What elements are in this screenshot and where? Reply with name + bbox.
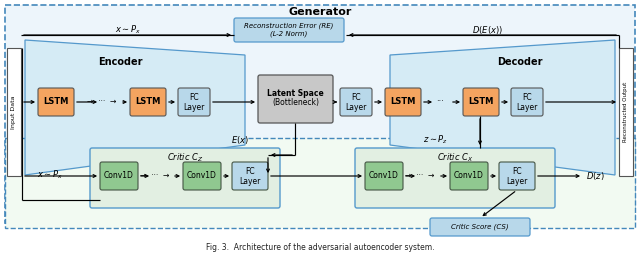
Bar [619,48,633,176]
Bar [5,138,635,228]
Text: $x \sim P_x$: $x \sim P_x$ [115,24,141,36]
FancyBboxPatch shape [90,148,280,208]
Bar [7,48,21,176]
Text: FC: FC [522,93,532,103]
Text: $D(z)$: $D(z)$ [586,170,604,182]
Text: Reconstructed Output: Reconstructed Output [623,82,628,142]
Text: Decoder: Decoder [497,57,543,67]
FancyBboxPatch shape [100,162,138,190]
Text: Encoder: Encoder [98,57,142,67]
Text: FC: FC [189,93,199,103]
Text: →  ···  →: → ··· → [87,98,116,106]
FancyBboxPatch shape [234,18,344,42]
Text: Layer: Layer [183,103,205,112]
Text: Critic $C_Z$: Critic $C_Z$ [167,152,204,164]
FancyBboxPatch shape [355,148,555,208]
Text: (L-2 Norm): (L-2 Norm) [270,31,308,37]
Text: $x \sim P_x$: $x \sim P_x$ [37,169,63,181]
FancyBboxPatch shape [340,88,372,116]
Text: $D(E(x))$: $D(E(x))$ [472,24,504,36]
FancyBboxPatch shape [365,162,403,190]
Text: →  ···  →: → ··· → [140,171,170,181]
Text: Critic Score (CS): Critic Score (CS) [451,224,509,230]
Text: Conv1D: Conv1D [369,171,399,181]
Text: Input Data: Input Data [12,95,17,129]
Text: LSTM: LSTM [390,98,416,106]
Text: →  ···  →: → ··· → [405,171,435,181]
Text: Layer: Layer [506,177,528,185]
Text: $E(x)$: $E(x)$ [231,134,249,146]
FancyBboxPatch shape [450,162,488,190]
Text: Layer: Layer [516,103,538,112]
Text: Conv1D: Conv1D [187,171,217,181]
Text: Critic $C_X$: Critic $C_X$ [436,152,473,164]
Text: Reconstruction Error (RE): Reconstruction Error (RE) [244,23,333,29]
Text: Fig. 3.  Architecture of the adversarial autoencoder system.: Fig. 3. Architecture of the adversarial … [205,243,435,251]
Text: LSTM: LSTM [44,98,68,106]
Text: Layer: Layer [346,103,367,112]
Text: $z \sim P_z$: $z \sim P_z$ [422,134,447,146]
Polygon shape [25,40,245,175]
FancyBboxPatch shape [463,88,499,116]
FancyBboxPatch shape [430,218,530,236]
FancyBboxPatch shape [232,162,268,190]
Text: FC: FC [512,167,522,177]
FancyBboxPatch shape [385,88,421,116]
Bar [5,5,635,223]
Text: (Bottleneck): (Bottleneck) [272,99,319,107]
FancyBboxPatch shape [38,88,74,116]
Text: LSTM: LSTM [468,98,493,106]
Text: Layer: Layer [239,177,260,185]
Text: FC: FC [351,93,361,103]
FancyBboxPatch shape [178,88,210,116]
Text: Conv1D: Conv1D [104,171,134,181]
FancyBboxPatch shape [499,162,535,190]
Text: Conv1D: Conv1D [454,171,484,181]
FancyBboxPatch shape [258,75,333,123]
Text: LSTM: LSTM [135,98,161,106]
FancyBboxPatch shape [130,88,166,116]
Text: Latent Space: Latent Space [267,88,324,98]
FancyBboxPatch shape [183,162,221,190]
Text: FC: FC [245,167,255,177]
Text: ···: ··· [436,98,444,106]
Text: Generator: Generator [288,7,352,17]
FancyBboxPatch shape [511,88,543,116]
Polygon shape [390,40,615,175]
